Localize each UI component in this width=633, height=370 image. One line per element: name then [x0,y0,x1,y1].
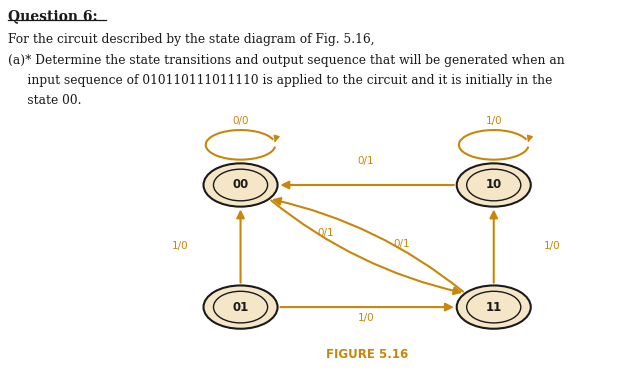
Text: 0/1: 0/1 [318,228,334,238]
Text: 11: 11 [486,300,502,314]
Circle shape [213,291,268,323]
Text: 10: 10 [486,178,502,192]
Text: For the circuit described by the state diagram of Fig. 5.16,: For the circuit described by the state d… [8,33,374,46]
Text: 1/0: 1/0 [358,313,374,323]
Text: Question 6:: Question 6: [8,9,97,23]
Circle shape [457,163,530,206]
Text: 00: 00 [232,178,249,192]
Circle shape [213,169,268,201]
Text: 1/0: 1/0 [486,116,502,126]
Circle shape [467,169,521,201]
Text: input sequence of 010110111011110 is applied to the circuit and it is initially : input sequence of 010110111011110 is app… [8,74,552,87]
Text: FIGURE 5.16: FIGURE 5.16 [326,348,408,361]
Text: 0/1: 0/1 [394,239,410,249]
Text: 0/0: 0/0 [232,116,249,126]
Text: (a)* Determine the state transitions and output sequence that will be generated : (a)* Determine the state transitions and… [8,54,565,67]
Text: 0/1: 0/1 [358,156,374,166]
Text: state 00.: state 00. [8,94,81,107]
Circle shape [457,286,530,329]
Text: 01: 01 [232,300,249,314]
Circle shape [204,163,277,206]
Text: 1/0: 1/0 [172,241,189,251]
Circle shape [204,286,277,329]
Text: 1/0: 1/0 [544,241,561,251]
Circle shape [467,291,521,323]
